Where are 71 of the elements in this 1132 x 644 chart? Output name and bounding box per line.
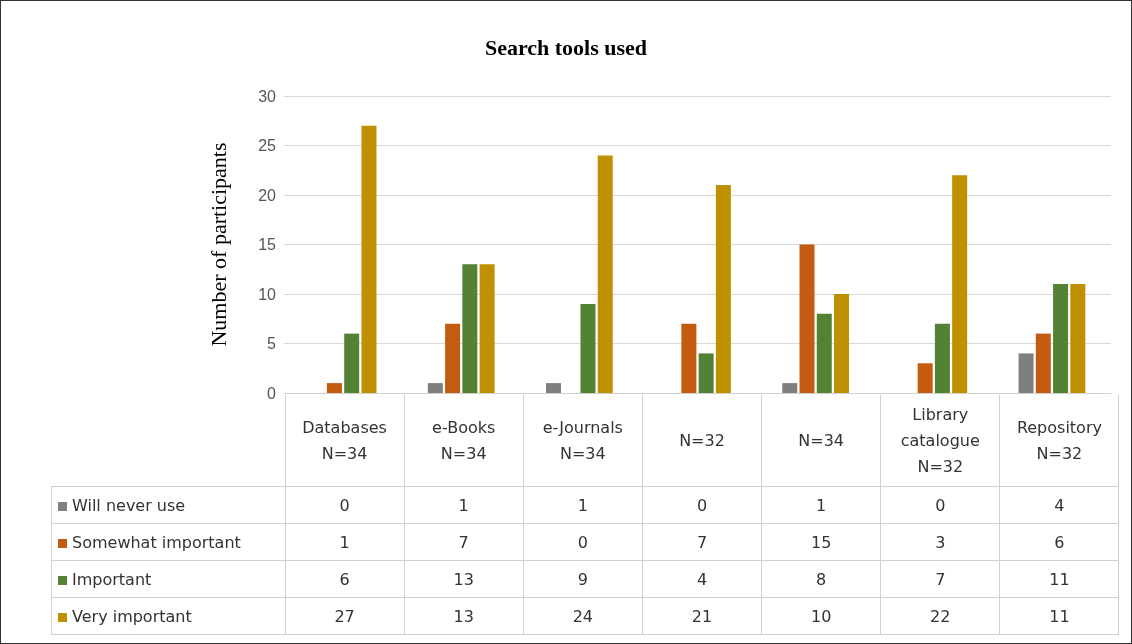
y-tick-label: 30 bbox=[258, 87, 277, 105]
bar bbox=[952, 175, 968, 393]
bar bbox=[834, 294, 850, 393]
bar bbox=[782, 383, 798, 393]
bar bbox=[917, 363, 933, 393]
bar bbox=[445, 323, 461, 393]
bar bbox=[597, 155, 613, 393]
x-tick-label: Library catalogue N=32 bbox=[880, 395, 1000, 487]
bar bbox=[344, 333, 360, 393]
x-tick-label: N=32 bbox=[642, 395, 762, 487]
data-label: 0 bbox=[523, 523, 643, 561]
bar bbox=[361, 125, 377, 393]
data-label: 4 bbox=[642, 560, 762, 598]
bar bbox=[545, 383, 561, 393]
data-label: 9 bbox=[523, 560, 643, 598]
data-label: 3 bbox=[880, 523, 1000, 561]
x-tick-label: N=34 bbox=[761, 395, 881, 487]
legend-label: Will never use bbox=[51, 486, 285, 524]
y-tick-label: 15 bbox=[258, 236, 277, 253]
data-label: 1 bbox=[404, 486, 524, 524]
bar bbox=[816, 313, 832, 393]
x-tick-label: e-Journals N=34 bbox=[523, 395, 643, 487]
data-label: 22 bbox=[880, 597, 1000, 635]
bar bbox=[1070, 284, 1086, 393]
bar bbox=[1018, 353, 1034, 393]
data-label: 6 bbox=[999, 523, 1119, 561]
bar bbox=[698, 353, 714, 393]
bar bbox=[799, 244, 815, 393]
data-label: 4 bbox=[999, 486, 1119, 524]
bar bbox=[934, 323, 950, 393]
bar bbox=[427, 383, 443, 393]
data-label: 21 bbox=[642, 597, 762, 635]
bar bbox=[479, 264, 495, 393]
bar bbox=[326, 383, 342, 393]
y-tick-label: 0 bbox=[267, 384, 277, 402]
y-tick-label: 10 bbox=[258, 285, 277, 303]
legend-label: Very important bbox=[51, 597, 285, 635]
y-axis-title: Number of participants bbox=[205, 142, 231, 347]
y-tick-label: 5 bbox=[267, 335, 277, 352]
x-tick-label: Repository N=32 bbox=[999, 395, 1119, 487]
data-label: 7 bbox=[880, 560, 1000, 598]
data-label: 24 bbox=[523, 597, 643, 635]
data-label: 15 bbox=[761, 523, 881, 561]
data-label: 7 bbox=[404, 523, 524, 561]
data-label: 10 bbox=[761, 597, 881, 635]
data-label: 13 bbox=[404, 560, 524, 598]
bar bbox=[580, 303, 596, 393]
data-label: 11 bbox=[999, 597, 1119, 635]
y-tick-label: 20 bbox=[258, 186, 277, 204]
y-tick-label: 25 bbox=[258, 137, 277, 154]
data-label: 1 bbox=[523, 486, 643, 524]
bar bbox=[681, 323, 697, 393]
data-label: 0 bbox=[880, 486, 1000, 524]
data-label: 7 bbox=[642, 523, 762, 561]
data-label: 6 bbox=[285, 560, 405, 598]
data-label: 11 bbox=[999, 560, 1119, 598]
bar bbox=[715, 185, 731, 393]
x-tick-label: e-Books N=34 bbox=[404, 395, 524, 487]
legend-label: Somewhat important bbox=[51, 523, 285, 561]
bar bbox=[1053, 284, 1069, 393]
chart-title: Search tools used bbox=[484, 34, 648, 60]
data-label: 8 bbox=[761, 560, 881, 598]
data-label: 1 bbox=[285, 523, 405, 561]
data-label: 13 bbox=[404, 597, 524, 635]
bar bbox=[1035, 333, 1051, 393]
bar bbox=[462, 264, 478, 393]
x-tick-label: Databases N=34 bbox=[285, 395, 405, 487]
data-label: 1 bbox=[761, 486, 881, 524]
legend-label: Important bbox=[51, 560, 285, 598]
data-label: 0 bbox=[642, 486, 762, 524]
data-label: 27 bbox=[285, 597, 405, 635]
